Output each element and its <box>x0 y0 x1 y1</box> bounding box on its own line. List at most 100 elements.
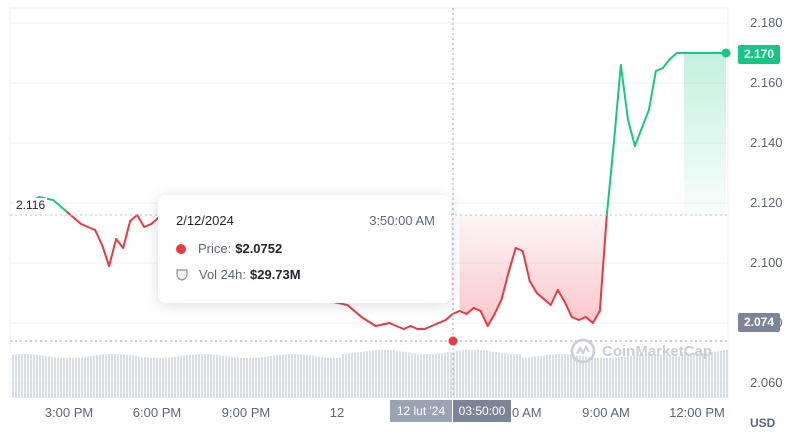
volume-bar <box>546 355 548 398</box>
volume-bar <box>288 354 290 398</box>
volume-bar <box>210 354 212 398</box>
volume-bar <box>372 350 374 398</box>
volume-bar <box>645 354 647 398</box>
volume-bar <box>36 354 38 398</box>
volume-bar <box>240 357 242 398</box>
volume-bar <box>528 357 530 398</box>
volume-bar <box>672 355 674 398</box>
x-tick-label: 0 AM <box>512 405 542 420</box>
volume-bar <box>102 354 104 398</box>
volume-bar <box>165 357 167 398</box>
volume-bar <box>198 354 200 398</box>
volume-bar <box>180 355 182 398</box>
y-tick-label: 2.060 <box>750 375 783 390</box>
volume-bar <box>402 351 404 398</box>
volume-bar <box>510 353 512 398</box>
volume-bar <box>93 355 95 398</box>
price-line-segment <box>108 238 118 267</box>
volume-bar <box>558 354 560 398</box>
volume-bar <box>429 353 431 398</box>
price-line-segment <box>598 214 608 312</box>
volume-bar <box>432 353 434 398</box>
volume-bar <box>24 354 26 398</box>
y-tick-label: 2.140 <box>750 135 783 150</box>
volume-bar <box>243 357 245 398</box>
volume-bar <box>177 356 179 398</box>
volume-bar <box>450 351 452 398</box>
price-line-segment <box>129 214 139 222</box>
volume-bar <box>186 355 188 398</box>
price-area <box>459 53 726 326</box>
volume-bar <box>273 355 275 398</box>
volume-bar <box>276 355 278 398</box>
price-area-down <box>459 215 607 326</box>
volume-bar <box>381 350 383 398</box>
price-line-segment <box>388 322 398 327</box>
y-tick-label: 2.180 <box>750 15 783 30</box>
volume-bar <box>612 357 614 398</box>
volume-bar <box>405 352 407 398</box>
volume-bar <box>468 350 470 398</box>
volume-bar <box>525 357 527 398</box>
volume-bar <box>69 357 71 398</box>
volume-bar <box>66 357 68 398</box>
volume-bar <box>522 357 524 398</box>
volume-bar <box>207 354 209 398</box>
volume-bar <box>51 356 53 398</box>
price-line-segment <box>430 322 440 327</box>
volume-bar <box>174 356 176 398</box>
volume-bar <box>453 351 455 398</box>
volume-bar <box>213 354 215 398</box>
volume-bar <box>342 353 344 398</box>
volume-bar <box>258 357 260 398</box>
volume-bar <box>486 350 488 398</box>
volume-bar <box>126 354 128 398</box>
volume-bar <box>231 356 233 398</box>
price-line-segment <box>115 238 125 249</box>
volume-bar <box>504 353 506 398</box>
price-line-segment <box>122 220 132 249</box>
volume-bar <box>39 355 41 398</box>
tooltip-date: 2/12/2024 <box>176 213 234 228</box>
price-line-segment <box>521 250 531 282</box>
volume-bar <box>255 357 257 398</box>
price-line-segment <box>661 58 671 69</box>
y-tick-label: 2.100 <box>750 255 783 270</box>
volume-bar <box>216 354 218 398</box>
volume-bar <box>639 354 641 398</box>
volume-bar <box>369 350 371 398</box>
x-tick-label: 6:00 PM <box>133 405 181 420</box>
volume-bar <box>117 354 119 398</box>
volume-bar <box>579 355 581 398</box>
volume-bar <box>675 356 677 398</box>
volume-bar <box>15 354 17 398</box>
volume-bar <box>156 357 158 398</box>
volume-bar <box>378 350 380 398</box>
volume-bar <box>417 353 419 398</box>
volume-bar <box>144 357 146 398</box>
price-line-segment <box>80 223 97 231</box>
coinmarketcap-logo-icon <box>570 338 596 364</box>
volume-bar <box>162 357 164 398</box>
volume-bar <box>309 355 311 398</box>
volume-bar <box>537 356 539 398</box>
volume-bar <box>591 357 593 398</box>
volume-bar <box>285 354 287 398</box>
volume-bar <box>306 354 308 398</box>
volume-bar <box>357 352 359 398</box>
x-tick-label: 3:00 PM <box>45 405 93 420</box>
volume-bar <box>348 353 350 398</box>
price-line-segment <box>528 280 538 294</box>
price-line-segment <box>556 289 566 303</box>
price-line-segment <box>640 109 650 129</box>
price-line-segment <box>94 229 104 246</box>
volume-bar <box>249 357 251 398</box>
price-line-segment <box>374 322 391 327</box>
volume-bar <box>135 356 137 398</box>
volume-bar <box>72 357 74 398</box>
volume-bar <box>594 357 596 398</box>
price-line-segment <box>409 325 419 330</box>
x-tick-label: 12:00 PM <box>669 405 725 420</box>
volume-bar <box>42 355 44 398</box>
